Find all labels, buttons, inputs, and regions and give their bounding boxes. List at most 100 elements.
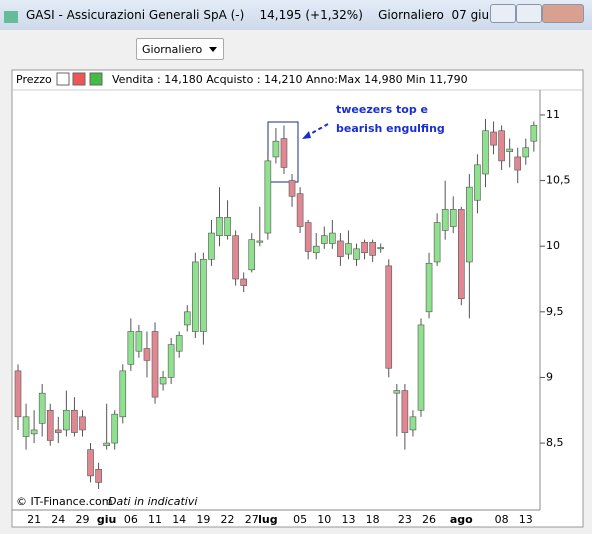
candle-body: [369, 241, 376, 256]
candle-body: [377, 247, 385, 250]
candle-body: [135, 331, 143, 352]
x-tick-label: 18: [366, 513, 380, 526]
candle-body: [183, 311, 191, 326]
candle-body: [304, 222, 312, 252]
candle-body: [167, 344, 175, 378]
candle-body: [95, 469, 102, 483]
up-icon[interactable]: [89, 72, 103, 86]
annotation-box: [267, 121, 299, 183]
candle-body: [337, 240, 344, 257]
x-tick-label: 10: [317, 513, 331, 526]
y-tick-label: 8,5: [546, 436, 564, 449]
candle-body: [441, 209, 449, 231]
candle-body: [14, 370, 22, 418]
candle-body: [482, 130, 489, 175]
candle-body: [401, 390, 409, 433]
candle-body: [353, 248, 360, 260]
y-tick-label: 9,5: [546, 305, 564, 318]
x-tick-label: 23: [398, 513, 412, 526]
candle-body: [498, 130, 505, 162]
annotation: bearish engulfing: [336, 122, 445, 135]
candle-body: [224, 217, 231, 236]
candle-body: [175, 335, 183, 352]
x-tick-label: 11: [148, 513, 162, 526]
x-tick-label: 29: [75, 513, 89, 526]
candle-body: [151, 331, 159, 398]
candle-body: [38, 392, 46, 424]
candle-body: [393, 390, 401, 394]
tool-icon[interactable]: [56, 72, 70, 86]
candle-body: [71, 409, 78, 433]
y-tick-label: 10: [546, 239, 560, 252]
x-tick-label: lug: [258, 513, 277, 526]
x-tick-label: ago: [450, 513, 473, 526]
candle-body: [312, 245, 320, 254]
maximize-button[interactable]: [516, 4, 542, 23]
source-note: Dati in indicativi: [108, 495, 197, 508]
candle-body: [466, 186, 473, 263]
x-tick-label: 26: [422, 513, 436, 526]
candle-body: [514, 156, 522, 171]
candle-body: [474, 164, 481, 201]
candle-body: [264, 160, 272, 234]
x-tick-label: 13: [519, 513, 533, 526]
minimize-button[interactable]: [490, 4, 516, 23]
candle-body: [280, 138, 288, 168]
candle-body: [449, 209, 457, 227]
window-title: GASI - Assicurazioni Generali SpA (-) 14…: [26, 8, 547, 22]
x-tick-label: 19: [196, 513, 210, 526]
candle-body: [216, 217, 223, 236]
close-button[interactable]: [542, 4, 584, 23]
x-tick-label: 14: [172, 513, 186, 526]
panel-info: Vendita : 14,180 Acquisto : 14,210 Anno:…: [112, 73, 468, 86]
candle-body: [320, 235, 328, 244]
title-bar: GASI - Assicurazioni Generali SpA (-) 14…: [0, 0, 592, 30]
candle-body: [329, 232, 336, 244]
candle-body: [103, 442, 110, 446]
candle-body: [256, 240, 264, 243]
candle-body: [79, 416, 86, 431]
candle-body: [143, 348, 151, 361]
down-icon[interactable]: [72, 72, 86, 86]
x-tick-label: 13: [341, 513, 355, 526]
x-tick-label: 21: [27, 513, 41, 526]
x-tick-label: 27: [245, 513, 259, 526]
candle-body: [490, 131, 497, 146]
candle-body: [30, 429, 38, 435]
candle-body: [240, 278, 247, 286]
x-tick-label: 06: [124, 513, 138, 526]
candle-body: [46, 409, 54, 441]
period-select[interactable]: Giornaliero: [136, 38, 224, 60]
candle-body: [288, 180, 296, 197]
annotation: tweezers top e: [336, 103, 428, 116]
candle-body: [248, 239, 256, 271]
x-tick-label: giu: [97, 513, 116, 526]
panel-label: Prezzo: [16, 73, 52, 86]
candle-body: [272, 140, 280, 158]
candle-body: [385, 265, 393, 369]
candle-body: [345, 243, 352, 255]
candle-body: [192, 261, 199, 332]
candle-body: [127, 331, 135, 365]
x-tick-label: 22: [221, 513, 235, 526]
candle-body: [296, 193, 304, 227]
y-tick-label: 11: [546, 108, 560, 121]
source: © IT-Finance.com: [16, 495, 113, 508]
y-tick-label: 10,5: [546, 174, 571, 187]
candle-body: [433, 222, 441, 263]
candle-body: [87, 449, 94, 477]
candle-body: [54, 429, 62, 433]
candle-body: [232, 235, 239, 280]
candle-body: [111, 413, 119, 444]
candle-body: [457, 209, 465, 299]
candle-body: [119, 370, 127, 418]
annotation-arrow: [304, 123, 329, 138]
candle-body: [530, 125, 538, 142]
candle-body: [506, 148, 513, 152]
candle-body: [417, 324, 425, 411]
x-tick-label: 05: [293, 513, 307, 526]
candle-body: [425, 262, 433, 313]
candle-body: [159, 377, 167, 385]
